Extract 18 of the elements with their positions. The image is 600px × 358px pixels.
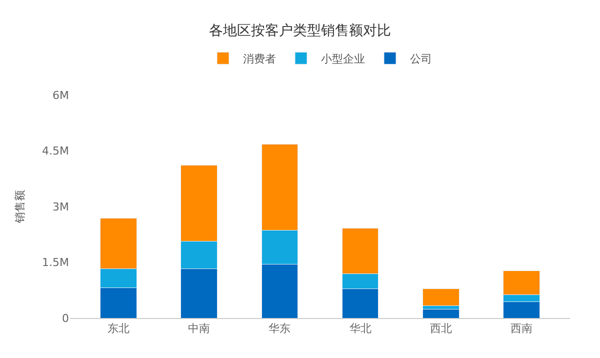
x-tick-label: 中南: [188, 322, 210, 336]
y-axis-title: 销售额: [14, 190, 27, 224]
x-tick-label: 华东: [268, 322, 291, 336]
y-tick-label: 3M: [52, 200, 69, 214]
y-tick-label: 4.5M: [42, 144, 69, 158]
y-tick-label: 6M: [52, 88, 69, 102]
legend-label: 公司: [410, 52, 432, 66]
y-tick-label: 0: [62, 312, 69, 325]
legend-label: 消费者: [243, 52, 276, 66]
y-tick-label: 1.5M: [42, 256, 69, 270]
x-tick-label: 东北: [107, 322, 130, 336]
x-tick-label: 华北: [349, 322, 372, 336]
x-tick-label: 西南: [510, 322, 533, 336]
legend-label: 小型企业: [321, 52, 365, 66]
bar: [422, 309, 460, 318]
chart-title: 各地区按客户类型销售额对比: [209, 22, 391, 39]
x-tick-label: 西北: [430, 322, 452, 336]
bar: [422, 288, 460, 306]
